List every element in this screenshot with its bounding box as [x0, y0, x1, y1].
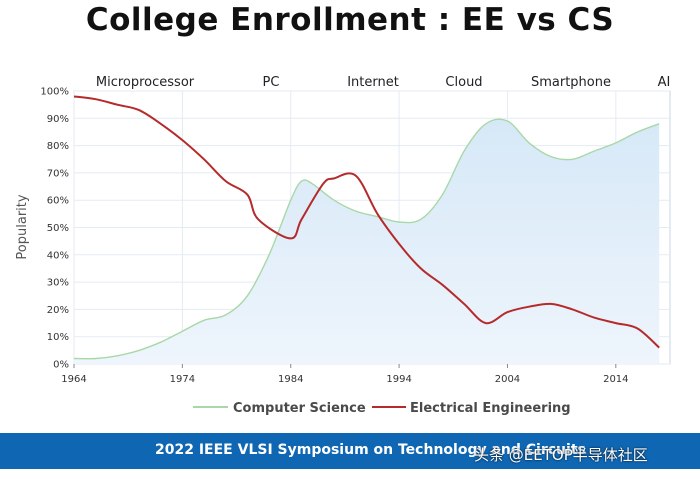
era-labels: Microprocessor PC Internet Cloud Smartphone A…: [96, 75, 670, 90]
y-tick-label: 60%: [47, 196, 69, 207]
watermark: 头条 @EETOP半导体社区: [474, 446, 648, 464]
enrollment-chart: 0%10%20%30%40%50%60%70%80%90%100% 1964 19…: [15, 75, 671, 416]
y-tick-label: 70%: [47, 168, 69, 179]
y-tick-label: 0%: [53, 360, 69, 371]
y-tick-label: 100%: [40, 87, 69, 98]
x-tick-label: 1994: [386, 374, 411, 385]
y-tick-label: 40%: [47, 250, 69, 261]
x-tick-label: 1964: [61, 374, 86, 385]
legend: Computer Science Electrical Engineering: [193, 401, 571, 416]
era-label: Microprocessor: [96, 75, 195, 90]
era-label: PC: [263, 75, 280, 90]
x-ticks: 1964 1974 1984 1994 2004 2014: [61, 364, 629, 385]
y-ticks: 0% 10% 20% 30% 40% 50% 60% 70% 80% 90% 100%: [40, 87, 69, 371]
x-tick-label: 2014: [603, 374, 628, 385]
y-tick-label: 80%: [47, 141, 69, 152]
legend-cs-label: Computer Science: [233, 401, 366, 416]
era-label: AI: [658, 75, 671, 90]
x-tick-label: 2004: [495, 374, 520, 385]
era-label: Internet: [347, 75, 399, 90]
cs-line: [73, 118, 660, 360]
x-tick-label: 1974: [170, 374, 195, 385]
footer-text: 2022 IEEE VLSI Symposium on Technology a…: [155, 442, 586, 458]
y-axis-label: Popularity: [15, 194, 30, 259]
y-tick-label: 10%: [47, 332, 69, 343]
y-tick-label: 30%: [47, 278, 69, 289]
chart-title: College Enrollment : EE vs CS: [85, 2, 615, 38]
era-label: Smartphone: [531, 75, 611, 90]
legend-ee-label: Electrical Engineering: [410, 401, 571, 416]
footer-bar: 2022 IEEE VLSI Symposium on Technology a…: [0, 433, 700, 469]
era-label: Cloud: [445, 75, 482, 90]
y-tick-label: 50%: [47, 223, 69, 234]
ee-line: [73, 95, 660, 349]
cs-area-fill: [74, 119, 660, 364]
y-tick-label: 90%: [47, 114, 69, 125]
x-tick-label: 1984: [278, 374, 303, 385]
y-tick-label: 20%: [47, 305, 69, 316]
